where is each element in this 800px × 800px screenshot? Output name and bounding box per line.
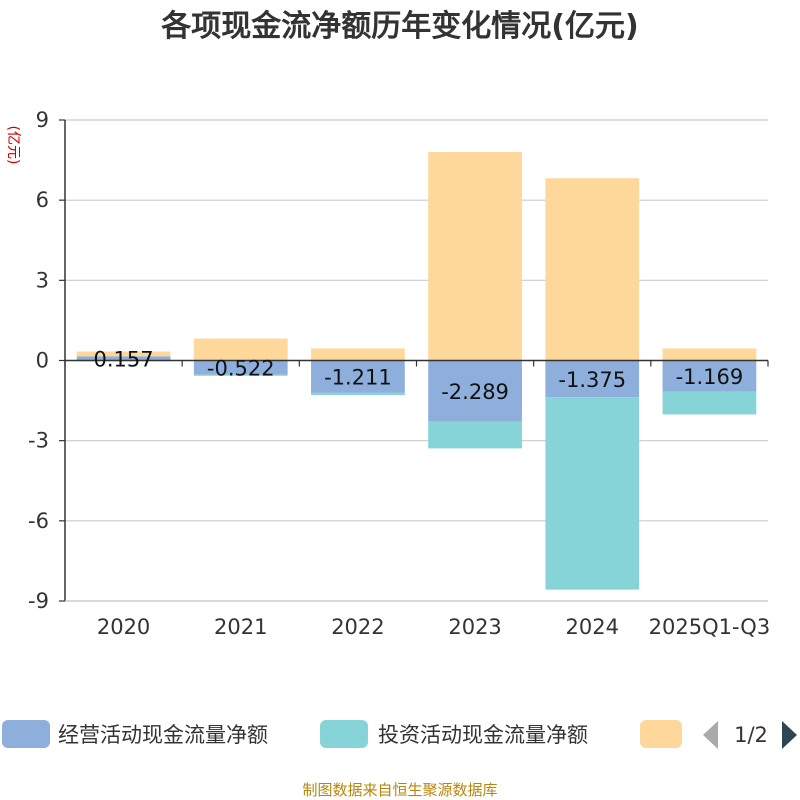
bar-series0-2020[interactable] [76, 356, 171, 361]
x-tick-label: 2023 [448, 615, 501, 639]
legend-swatch-operating[interactable] [2, 720, 50, 748]
x-tick-label: 2022 [331, 615, 384, 639]
y-tick-label: 6 [36, 188, 49, 212]
data-label: 0.157 [94, 347, 154, 371]
y-tick-label: -6 [28, 509, 49, 533]
x-tick-label: 2020 [97, 615, 150, 639]
x-tick-label: 2025Q1-Q3 [649, 615, 771, 639]
bar-series0-2021[interactable] [193, 360, 288, 375]
y-tick-label: -3 [28, 429, 49, 453]
axes [64, 120, 769, 602]
bar-series0-2023[interactable] [428, 360, 522, 422]
bar-series2-2025Q1-Q3[interactable] [662, 348, 757, 361]
bar-series1-2022[interactable] [311, 392, 405, 395]
bar-series2-2024[interactable] [545, 178, 640, 361]
legend-label-investing[interactable]: 投资活动现金流量净额 [378, 723, 588, 747]
bar-series1-2021[interactable] [193, 374, 288, 376]
data-label: -0.522 [207, 356, 275, 380]
data-label: -2.289 [441, 380, 509, 404]
data-source: 制图数据来自恒生聚源数据库 [302, 781, 497, 799]
legend-swatch-financing[interactable] [640, 720, 682, 748]
y-tick-label: 3 [36, 268, 49, 292]
chart-title: 各项现金流净额历年变化情况(亿元) [160, 9, 638, 44]
data-label: -1.211 [324, 366, 392, 390]
x-tick-label: 2024 [566, 615, 619, 639]
legend-page-indicator: 1/2 [734, 723, 768, 747]
legend: 经营活动现金流量净额 投资活动现金流量净额 1/2 [2, 720, 797, 749]
bar-series1-2024[interactable] [545, 397, 640, 590]
bar-series2-2022[interactable] [311, 348, 405, 361]
bar-series2-2020[interactable] [76, 351, 171, 357]
y-tick-label: 9 [36, 108, 49, 132]
legend-next-page-icon[interactable] [782, 721, 797, 749]
legend-prev-page-icon[interactable] [703, 721, 718, 749]
bar-series [76, 152, 757, 590]
bar-series1-2025Q1-Q3[interactable] [662, 391, 757, 415]
data-labels: 0.157 -0.522 -1.211 -2.289 -1.375 -1.169 [94, 347, 744, 404]
legend-swatch-investing[interactable] [320, 720, 368, 748]
y-tick-labels: 9 6 3 0 -3 -6 -9 [28, 108, 65, 613]
bar-series0-2024[interactable] [545, 360, 640, 398]
y-axis-label: (亿元) [5, 126, 21, 165]
bar-series2-2023[interactable] [428, 152, 522, 361]
bar-series1-2023[interactable] [428, 421, 522, 449]
bar-series2-2021[interactable] [193, 338, 288, 361]
y-tick-label: -9 [28, 589, 49, 613]
data-label: -1.375 [558, 368, 626, 392]
x-tick-labels: 2020 2021 2022 2023 2024 2025Q1-Q3 [97, 615, 770, 639]
legend-label-operating[interactable]: 经营活动现金流量净额 [58, 723, 268, 747]
bar-series0-2025Q1-Q3[interactable] [662, 360, 757, 392]
data-label: -1.169 [676, 365, 744, 389]
bar-series0-2022[interactable] [311, 360, 405, 393]
x-tick-label: 2021 [214, 615, 267, 639]
y-tick-label: 0 [36, 349, 49, 373]
